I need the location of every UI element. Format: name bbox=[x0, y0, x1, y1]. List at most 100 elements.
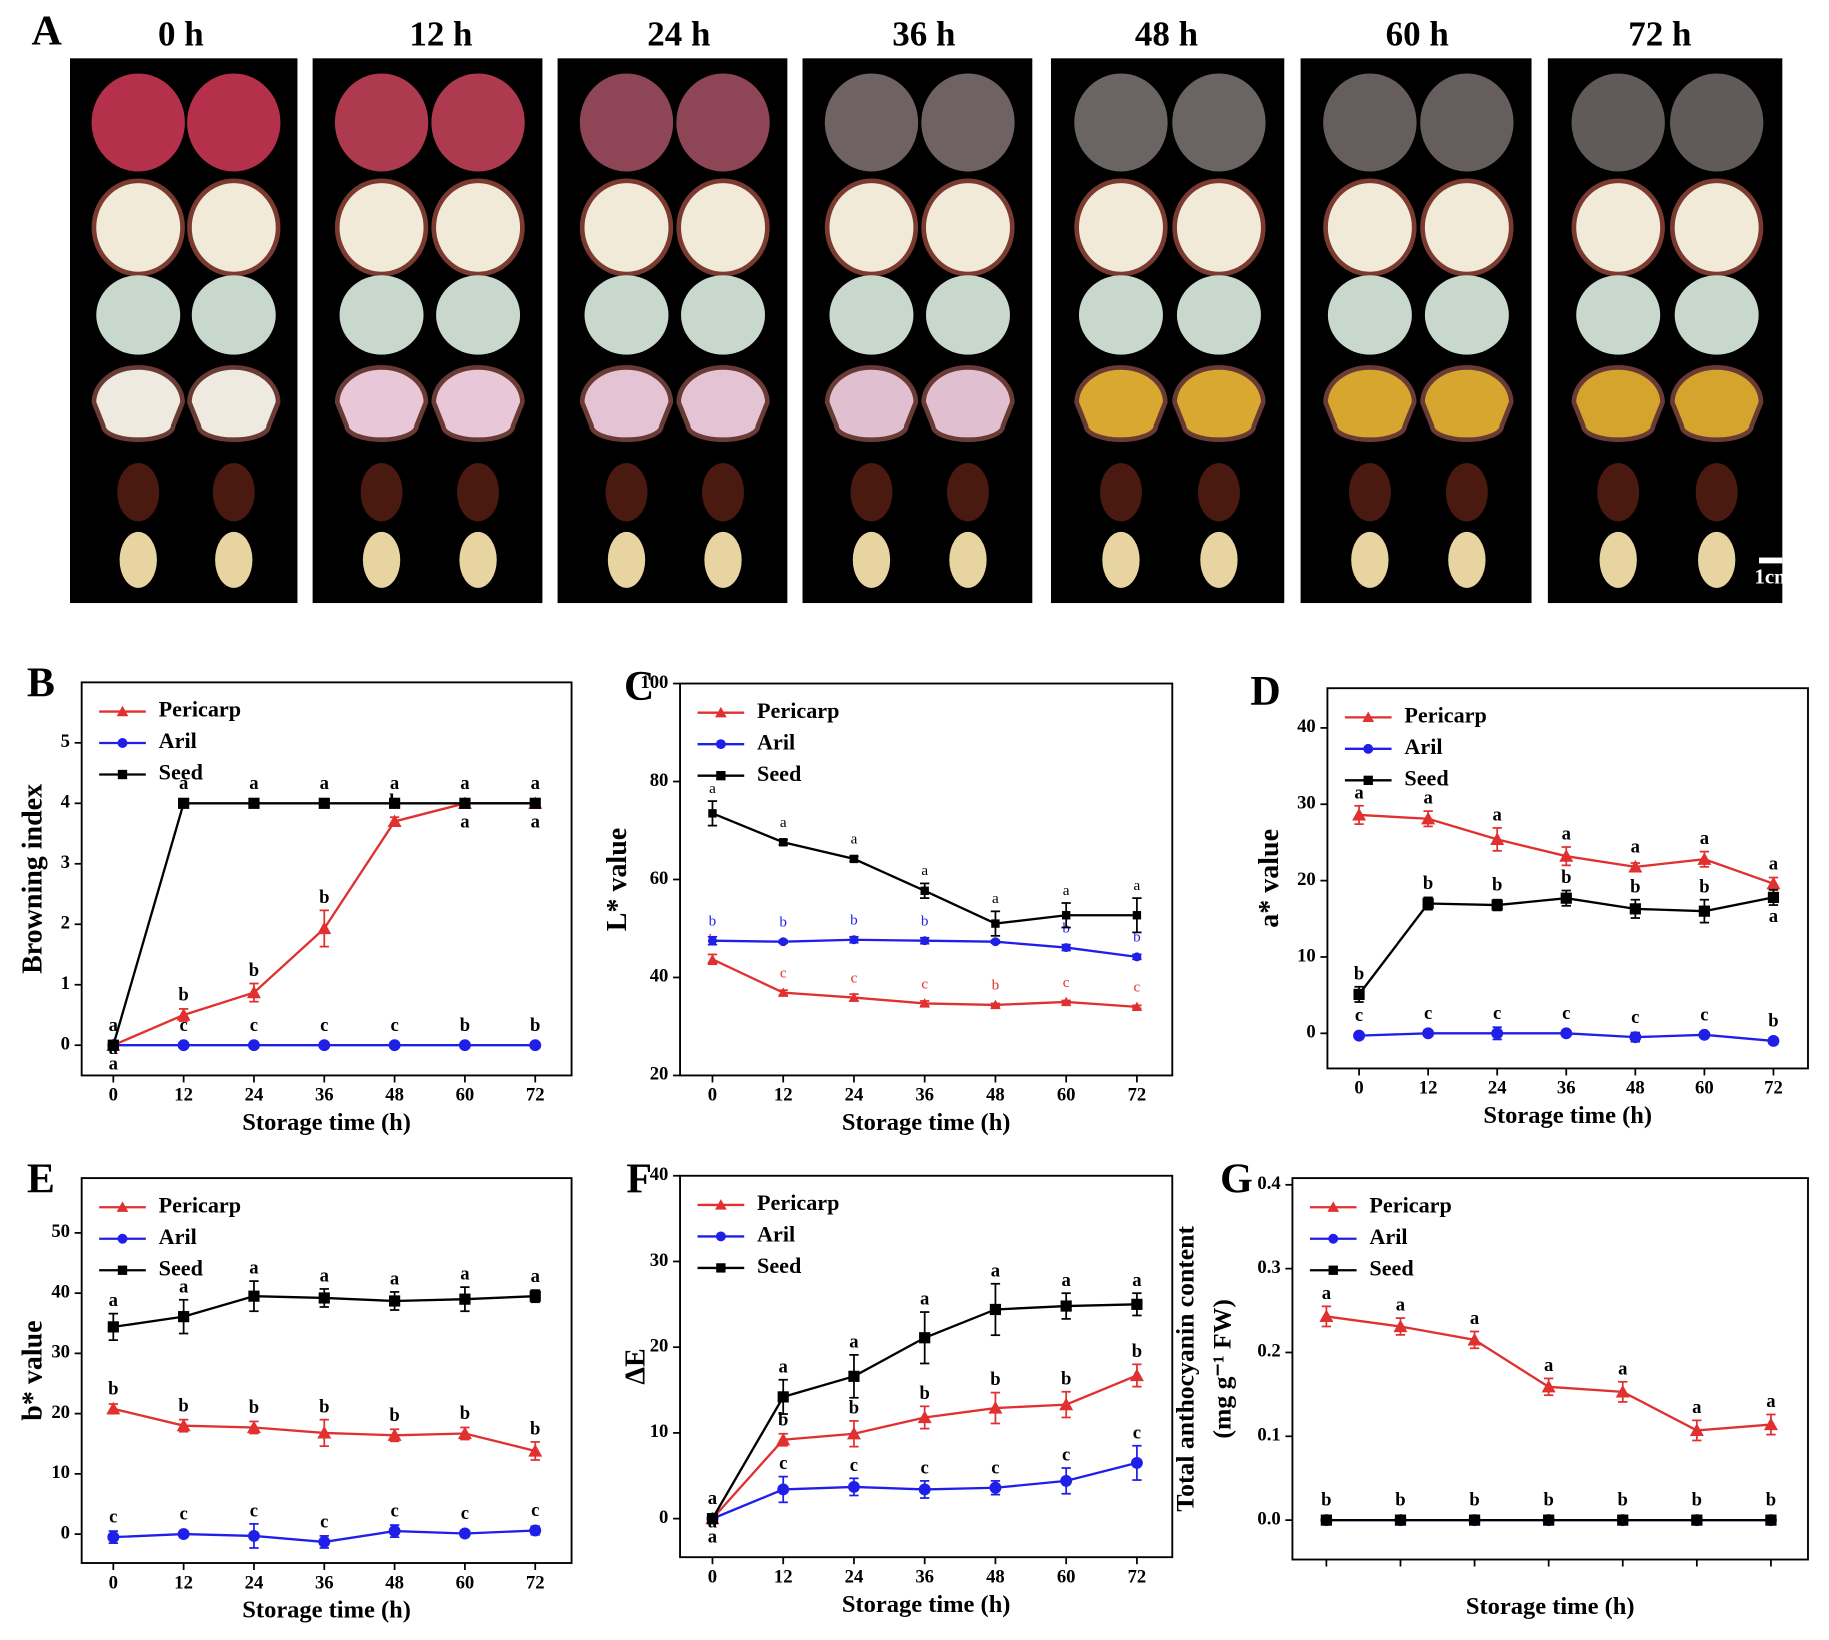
data-point bbox=[1060, 996, 1072, 1007]
pericarp bbox=[1670, 365, 1764, 443]
significance-letter: b bbox=[1469, 1490, 1479, 1511]
x-axis-label: Storage time (h) bbox=[242, 1109, 411, 1136]
significance-letter: c bbox=[991, 1457, 999, 1478]
significance-letter: b bbox=[1561, 867, 1571, 888]
time-label: 72 h bbox=[1628, 14, 1691, 53]
significance-letter: a bbox=[1063, 882, 1070, 899]
x-tick-label: 48 bbox=[986, 1085, 1005, 1106]
data-point bbox=[1394, 1514, 1407, 1526]
data-point bbox=[459, 1293, 471, 1305]
significance-letter: c bbox=[1134, 979, 1141, 996]
significance-letter: a bbox=[109, 1290, 119, 1311]
significance-letter: a bbox=[531, 811, 541, 832]
significance-letter: b bbox=[849, 1398, 859, 1419]
panel-label: F bbox=[626, 1156, 652, 1202]
x-tick-label: 48 bbox=[1626, 1078, 1645, 1099]
fruit-half bbox=[1420, 178, 1514, 277]
data-point bbox=[246, 985, 261, 999]
data-point bbox=[776, 1432, 791, 1446]
x-tick-label: 12 bbox=[774, 1085, 793, 1106]
data-point bbox=[1490, 832, 1505, 845]
significance-letter: a bbox=[1396, 1295, 1406, 1316]
fruit bbox=[1323, 73, 1417, 172]
data-point bbox=[1559, 849, 1574, 862]
x-axis-label: Storage time (h) bbox=[842, 1109, 1011, 1136]
significance-letter: a bbox=[1769, 853, 1779, 874]
x-tick-label: 24 bbox=[245, 1085, 264, 1106]
time-label: 12 h bbox=[409, 14, 472, 53]
data-point bbox=[1697, 852, 1712, 865]
data-point bbox=[1061, 911, 1071, 920]
y-tick-label: 0 bbox=[61, 1033, 70, 1054]
data-point bbox=[107, 1531, 120, 1544]
significance-letter: c bbox=[921, 975, 928, 992]
significance-letter: a bbox=[991, 1260, 1001, 1281]
significance-letter: b bbox=[1132, 1341, 1142, 1362]
significance-letter: a bbox=[390, 773, 400, 794]
x-tick-label: 12 bbox=[774, 1566, 793, 1587]
data-point bbox=[1698, 905, 1710, 917]
legend-label: Aril bbox=[159, 728, 197, 753]
y-tick-label: 80 bbox=[650, 770, 669, 791]
x-tick-label: 24 bbox=[845, 1566, 864, 1587]
pericarp bbox=[1172, 365, 1266, 443]
pericarp bbox=[921, 365, 1015, 443]
x-tick-label: 60 bbox=[1057, 1566, 1076, 1587]
pericarp bbox=[187, 365, 281, 443]
legend-label: Pericarp bbox=[757, 698, 839, 723]
x-axis-label: Storage time (h) bbox=[242, 1597, 411, 1624]
legend-label: Seed bbox=[159, 760, 204, 785]
seed bbox=[457, 463, 500, 522]
data-point bbox=[1129, 1368, 1144, 1382]
data-point bbox=[1132, 911, 1142, 920]
significance-letter: a bbox=[1354, 782, 1364, 803]
fruit bbox=[187, 73, 281, 172]
pericarp bbox=[1323, 365, 1417, 443]
y-tick-label: 0.2 bbox=[1257, 1341, 1280, 1362]
seed-cut bbox=[215, 531, 253, 588]
data-point bbox=[1767, 891, 1780, 904]
data-point bbox=[848, 1370, 860, 1382]
significance-letter: c bbox=[851, 969, 858, 986]
y-tick-label: 5 bbox=[61, 731, 70, 752]
data-point bbox=[1491, 1027, 1504, 1040]
data-point bbox=[919, 1332, 931, 1344]
seed-cut bbox=[1200, 531, 1238, 588]
seed-cut bbox=[852, 531, 891, 588]
fruit-half bbox=[334, 178, 429, 277]
fruit bbox=[824, 73, 919, 172]
significance-letter: a bbox=[249, 773, 259, 794]
significance-letter: c bbox=[1562, 1003, 1570, 1024]
significance-letter: b bbox=[1061, 1368, 1071, 1389]
time-label: 24 h bbox=[647, 14, 710, 53]
seed bbox=[605, 463, 648, 522]
aril bbox=[1176, 275, 1261, 355]
data-point bbox=[777, 1483, 790, 1496]
seed bbox=[360, 463, 403, 522]
significance-letter: c bbox=[179, 1015, 187, 1036]
scale-bar bbox=[1758, 557, 1783, 564]
significance-letter: b bbox=[1618, 1490, 1628, 1511]
data-point bbox=[849, 854, 859, 864]
x-tick-label: 0 bbox=[1354, 1078, 1363, 1099]
y-axis-label: ΔE bbox=[620, 1348, 651, 1384]
significance-letter: a bbox=[851, 831, 858, 848]
data-point bbox=[1352, 807, 1367, 821]
significance-letter: c bbox=[461, 1503, 469, 1524]
significance-letter: a bbox=[1562, 824, 1572, 845]
y-axis-label: (mg g⁻¹ FW) bbox=[1208, 1299, 1237, 1439]
significance-letter: a bbox=[460, 1264, 470, 1285]
y-tick-label: 60 bbox=[650, 868, 669, 889]
data-point bbox=[917, 1410, 932, 1424]
significance-letter: b bbox=[1395, 1490, 1405, 1511]
significance-letter: a bbox=[1544, 1355, 1554, 1376]
data-point bbox=[1060, 1300, 1072, 1312]
data-point bbox=[920, 936, 930, 946]
y-tick-label: 10 bbox=[650, 1421, 669, 1442]
data-point bbox=[1130, 1456, 1143, 1469]
data-point bbox=[1629, 903, 1641, 915]
fruit-half bbox=[1172, 178, 1266, 277]
seed bbox=[117, 463, 160, 522]
legend-marker bbox=[117, 738, 128, 748]
